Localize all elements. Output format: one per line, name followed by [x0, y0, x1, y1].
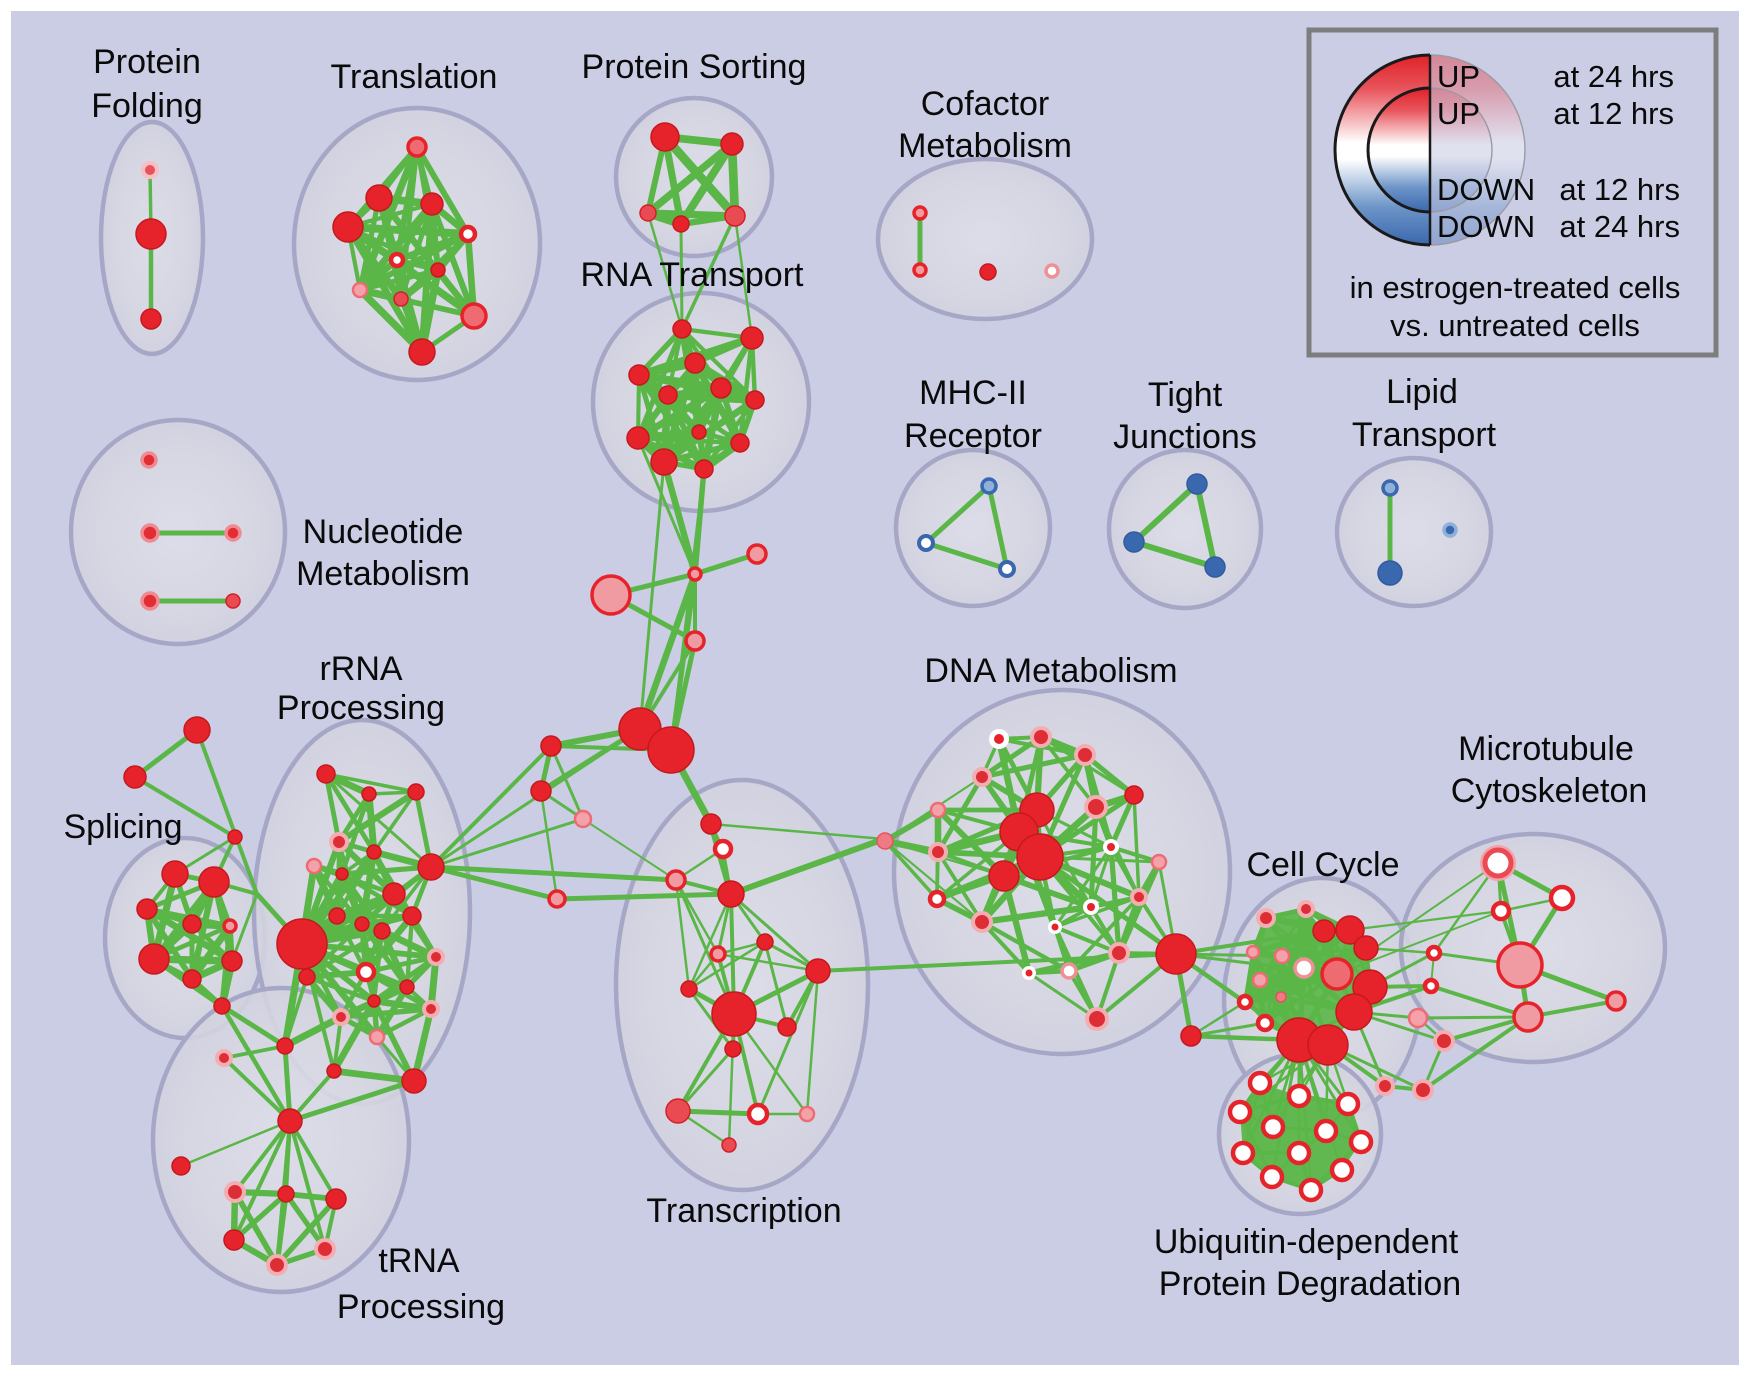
svg-text:Processing: Processing: [277, 689, 445, 727]
svg-text:at 12 hrs: at 12 hrs: [1553, 96, 1674, 131]
svg-text:Folding: Folding: [91, 87, 203, 125]
svg-text:DOWN: DOWN: [1437, 172, 1535, 207]
svg-text:Lipid: Lipid: [1386, 373, 1458, 411]
svg-text:Splicing: Splicing: [63, 808, 182, 846]
svg-text:Processing: Processing: [337, 1288, 505, 1326]
svg-text:vs. untreated cells: vs. untreated cells: [1390, 308, 1640, 343]
svg-text:Microtubule: Microtubule: [1458, 730, 1634, 768]
svg-text:Cell Cycle: Cell Cycle: [1246, 846, 1399, 884]
svg-text:rRNA: rRNA: [319, 650, 402, 688]
svg-text:tRNA: tRNA: [378, 1242, 460, 1280]
svg-text:Metabolism: Metabolism: [296, 555, 470, 593]
svg-text:MHC-II: MHC-II: [919, 374, 1027, 412]
svg-text:Cofactor: Cofactor: [921, 85, 1050, 123]
svg-text:Cytoskeleton: Cytoskeleton: [1451, 772, 1648, 810]
svg-text:RNA Transport: RNA Transport: [581, 256, 805, 294]
svg-text:at 12 hrs: at 12 hrs: [1559, 172, 1680, 207]
svg-text:Protein Degradation: Protein Degradation: [1159, 1265, 1461, 1303]
svg-text:Transport: Transport: [1352, 416, 1497, 454]
svg-text:Receptor: Receptor: [904, 417, 1042, 455]
svg-text:Protein Sorting: Protein Sorting: [582, 48, 807, 86]
svg-text:UP: UP: [1437, 59, 1480, 94]
svg-text:Tight: Tight: [1148, 376, 1223, 414]
svg-text:Transcription: Transcription: [646, 1192, 841, 1230]
svg-text:at 24 hrs: at 24 hrs: [1553, 59, 1674, 94]
svg-text:Translation: Translation: [331, 58, 498, 96]
svg-text:DNA Metabolism: DNA Metabolism: [924, 652, 1177, 690]
svg-text:Metabolism: Metabolism: [898, 127, 1072, 165]
svg-text:Junctions: Junctions: [1113, 418, 1257, 456]
svg-text:Nucleotide: Nucleotide: [303, 513, 464, 551]
svg-text:Protein: Protein: [93, 43, 201, 81]
svg-text:Ubiquitin-dependent: Ubiquitin-dependent: [1154, 1223, 1459, 1261]
svg-text:UP: UP: [1437, 96, 1480, 131]
svg-text:in estrogen-treated cells: in estrogen-treated cells: [1350, 270, 1681, 305]
svg-text:at 24 hrs: at 24 hrs: [1559, 209, 1680, 244]
svg-text:DOWN: DOWN: [1437, 209, 1535, 244]
